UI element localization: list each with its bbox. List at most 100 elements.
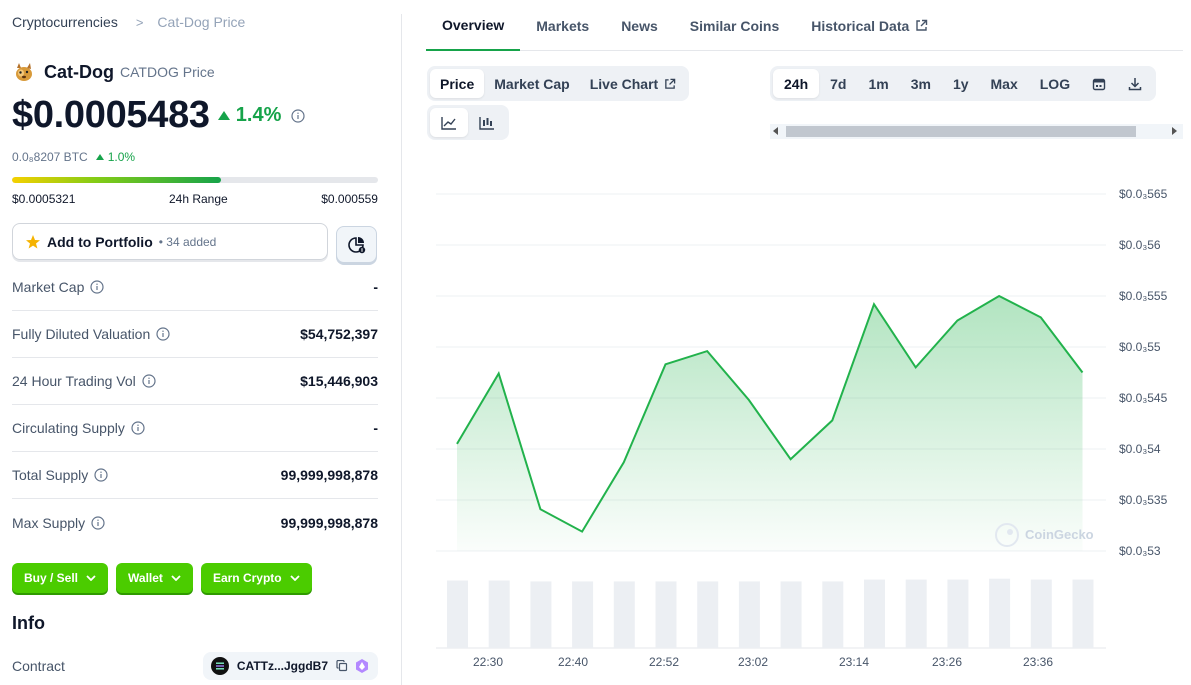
- range-tab-3m[interactable]: 3m: [910, 75, 931, 92]
- chart-tab-price[interactable]: Price: [430, 69, 485, 98]
- volume-bar: [738, 581, 760, 648]
- up-triangle-icon: [217, 111, 230, 120]
- price-chart[interactable]: $0.0₃565 $0.0₃56 $0.0₃555 $0.0₃55 $0.0₃545 $0…: [426, 150, 1183, 680]
- volume-bar: [905, 579, 927, 648]
- stat-value: $15,446,903: [300, 373, 378, 389]
- info-icon[interactable]: [156, 327, 170, 341]
- y-tick-label: $0.0₃545: [1119, 391, 1168, 405]
- stat-label: Total Supply: [12, 467, 108, 483]
- x-tick-label: 23:14: [839, 655, 869, 669]
- external-link-icon: [665, 78, 676, 89]
- btc-change-value: 1.0%: [107, 150, 136, 164]
- add-to-portfolio-label: Add to Portfolio: [47, 233, 153, 250]
- line-chart-button[interactable]: [430, 108, 468, 137]
- range-label: 24h Range: [168, 192, 228, 206]
- stat-row: Fully Diluted Valuation $54,752,397: [12, 311, 378, 358]
- solana-icon: [210, 657, 229, 675]
- chart-horizontal-scrollbar[interactable]: [770, 124, 1183, 139]
- chart-tab-market-cap[interactable]: Market Cap: [494, 75, 570, 92]
- tab-markets[interactable]: Markets: [536, 17, 590, 34]
- range-tab-log[interactable]: LOG: [1039, 75, 1071, 92]
- wallet-label: Wallet: [128, 571, 163, 585]
- info-heading: Info: [12, 613, 45, 633]
- coin-panel: Cryptocurrencies > Cat-Dog Price Cat-Dog…: [12, 0, 378, 685]
- volume-bar: [1072, 579, 1094, 648]
- range-bar-fill: [12, 177, 221, 183]
- chart-style-toggle: [427, 105, 509, 140]
- range-tab-1y[interactable]: 1y: [952, 75, 969, 92]
- buy-sell-label: Buy / Sell: [24, 571, 79, 585]
- volume-bar: [530, 581, 552, 648]
- column-divider: [401, 14, 402, 685]
- volume-bar: [488, 580, 510, 648]
- stat-value: 99,999,998,878: [280, 514, 378, 531]
- external-link-icon: [916, 19, 928, 31]
- info-icon[interactable]: [131, 421, 145, 435]
- y-tick-label: $0.0₃535: [1119, 493, 1168, 507]
- range-tab-24h[interactable]: 24h: [773, 69, 820, 98]
- tab-overview[interactable]: Overview: [426, 0, 521, 51]
- coin-name: Cat-Dog: [44, 61, 114, 82]
- range-labels: $0.0005321 24h Range $0.000559: [12, 192, 378, 206]
- scroll-right-arrow-icon[interactable]: [1172, 127, 1177, 135]
- volume-bar: [780, 581, 802, 648]
- breadcrumb-root-link[interactable]: Cryptocurrencies: [12, 14, 118, 30]
- tab-news[interactable]: News: [621, 17, 658, 34]
- info-icon[interactable]: [291, 108, 305, 123]
- earn-crypto-label: Earn Crypto: [212, 571, 282, 585]
- tab-similar-coins[interactable]: Similar Coins: [689, 17, 780, 34]
- info-icon[interactable]: [91, 515, 105, 530]
- chart-type-tabs: Price Market Cap Live Chart: [427, 66, 690, 101]
- stat-row: Max Supply 99,999,998,878: [12, 499, 378, 546]
- x-tick-label: 22:30: [473, 655, 503, 669]
- volume-bar: [655, 581, 677, 648]
- coin-price: $0.0005483: [12, 94, 210, 136]
- scrollbar-thumb[interactable]: [786, 126, 1136, 137]
- range-bar: [12, 177, 378, 183]
- y-tick-label: $0.0₃53: [1119, 544, 1161, 558]
- x-tick-label: 23:36: [1023, 655, 1053, 669]
- info-icon[interactable]: [142, 374, 156, 388]
- chevron-down-icon: [86, 575, 96, 581]
- buy-sell-button[interactable]: Buy / Sell: [12, 563, 109, 593]
- chevron-down-icon: [289, 575, 300, 581]
- calendar-icon: [1092, 78, 1106, 90]
- stat-row: Total Supply 99,999,998,878: [12, 452, 378, 499]
- portfolio-added-count: • 34 added: [158, 234, 217, 249]
- breadcrumb-current: Cat-Dog Price: [157, 14, 246, 30]
- price-row: $0.0005483 1.4%: [12, 94, 305, 137]
- earn-crypto-button[interactable]: Earn Crypto: [200, 563, 312, 593]
- calendar-button[interactable]: [1081, 69, 1117, 98]
- contract-row: Contract CATTz...JggdB7: [12, 652, 378, 680]
- contract-address: CATTz...JggdB7: [236, 659, 328, 673]
- download-button[interactable]: [1117, 69, 1153, 98]
- range-tab-7d[interactable]: 7d: [830, 75, 847, 92]
- range-tab-max[interactable]: Max: [990, 75, 1018, 92]
- wallet-connect-icon[interactable]: [354, 658, 370, 674]
- stat-label: Market Cap: [12, 279, 104, 295]
- stat-label: Max Supply: [12, 515, 105, 531]
- chart-tab-live-chart[interactable]: Live Chart: [580, 69, 686, 98]
- contract-pill[interactable]: CATTz...JggdB7: [202, 652, 378, 680]
- coin-subtitle: CATDOG Price: [120, 64, 215, 80]
- x-tick-label: 22:52: [649, 655, 679, 669]
- copy-icon[interactable]: [336, 660, 348, 672]
- add-to-portfolio-button[interactable]: Add to Portfolio • 34 added: [12, 223, 328, 260]
- y-tick-label: $0.0₃54: [1119, 442, 1161, 456]
- range-low: $0.0005321: [12, 192, 76, 206]
- portfolio-pie-button[interactable]: [336, 226, 377, 263]
- stat-label: Circulating Supply: [12, 420, 145, 436]
- y-tick-label: $0.0₃555: [1119, 289, 1168, 303]
- tab-historical-data[interactable]: Historical Data: [795, 0, 944, 51]
- volume-bar: [822, 581, 844, 648]
- range-tab-1m[interactable]: 1m: [868, 75, 889, 92]
- breadcrumb: Cryptocurrencies > Cat-Dog Price: [12, 14, 245, 30]
- stat-label: 24 Hour Trading Vol: [12, 373, 156, 389]
- chevron-down-icon: [171, 575, 181, 581]
- info-icon[interactable]: [90, 280, 104, 294]
- scroll-left-arrow-icon[interactable]: [773, 127, 778, 135]
- wallet-button[interactable]: Wallet: [116, 563, 193, 593]
- price-change-value: 1.4%: [235, 104, 282, 126]
- info-icon[interactable]: [94, 468, 108, 482]
- candlestick-chart-button[interactable]: [468, 108, 506, 137]
